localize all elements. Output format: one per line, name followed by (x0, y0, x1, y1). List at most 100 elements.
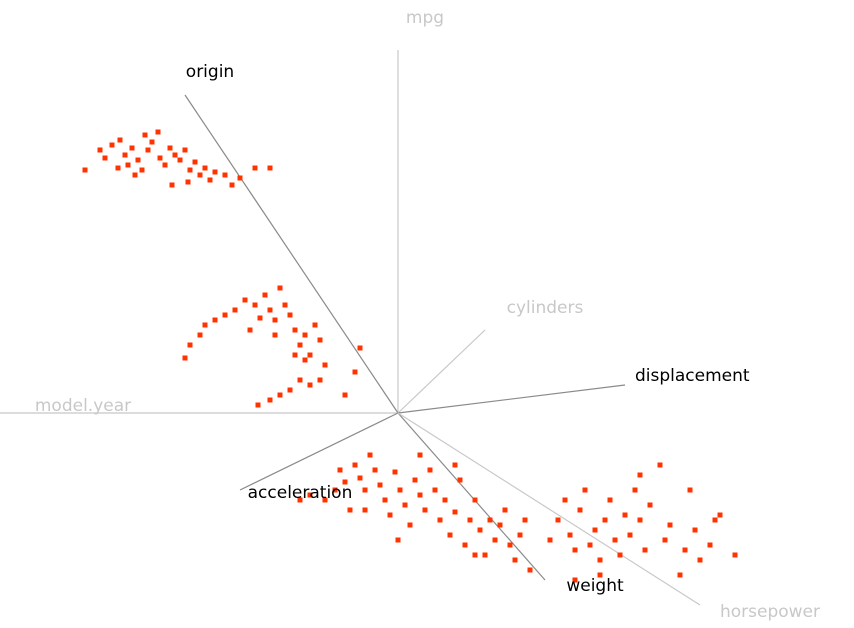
axis-label: displacement (635, 366, 750, 386)
point (697, 557, 703, 563)
point (632, 487, 638, 493)
point (197, 332, 203, 338)
axis-label: horsepower (720, 602, 820, 622)
point (362, 507, 368, 513)
point (367, 452, 373, 458)
point (129, 145, 135, 151)
point (122, 152, 128, 158)
point (237, 175, 243, 181)
point (202, 165, 208, 171)
point (337, 467, 343, 473)
point (302, 357, 308, 363)
point (492, 537, 498, 543)
point (597, 572, 603, 578)
point (135, 157, 141, 163)
point (432, 487, 438, 493)
projection-axis (184, 94, 399, 414)
point (667, 522, 673, 528)
point (109, 142, 115, 148)
point (347, 507, 353, 513)
axis-label: weight (566, 576, 624, 596)
point (322, 497, 328, 503)
point (169, 182, 175, 188)
axis-label: mpg (406, 8, 444, 28)
point (617, 552, 623, 558)
point (522, 517, 528, 523)
point (637, 472, 643, 478)
point (187, 342, 193, 348)
axis-label: cylinders (507, 298, 584, 318)
point (572, 547, 578, 553)
point (287, 387, 293, 393)
point (255, 402, 261, 408)
point (352, 462, 358, 468)
point (149, 139, 155, 145)
point (157, 155, 163, 161)
point (472, 552, 478, 558)
point (647, 502, 653, 508)
point (687, 487, 693, 493)
point (592, 527, 598, 533)
axis-label: acceleration (248, 483, 353, 503)
point (247, 327, 253, 333)
point (555, 517, 561, 523)
point (272, 332, 278, 338)
point (115, 165, 121, 171)
point (372, 467, 378, 473)
point (222, 172, 228, 178)
point (177, 157, 183, 163)
point (297, 497, 303, 503)
point (572, 577, 578, 583)
point (527, 567, 533, 573)
point (362, 487, 368, 493)
point (417, 452, 423, 458)
point (657, 462, 663, 468)
point (442, 497, 448, 503)
point (707, 542, 713, 548)
point (622, 512, 628, 518)
projection-axis (397, 384, 626, 414)
projection-axis (397, 412, 701, 606)
point (139, 167, 145, 173)
point (507, 542, 513, 548)
point (257, 315, 263, 321)
point (307, 492, 313, 498)
point (487, 517, 493, 523)
point (477, 527, 483, 533)
point (302, 332, 308, 338)
point (547, 537, 553, 543)
point (307, 382, 313, 388)
point (422, 507, 428, 513)
point (222, 312, 228, 318)
point (132, 172, 138, 178)
point (627, 532, 633, 538)
point (232, 307, 238, 313)
point (447, 532, 453, 538)
point (397, 487, 403, 493)
point (292, 327, 298, 333)
point (352, 369, 358, 375)
point (229, 182, 235, 188)
point (277, 392, 283, 398)
point (395, 537, 401, 543)
point (662, 537, 668, 543)
point (332, 487, 338, 493)
point (317, 337, 323, 343)
point (182, 147, 188, 153)
point (192, 159, 198, 165)
point (307, 352, 313, 358)
point (402, 502, 408, 508)
point (502, 507, 508, 513)
point (587, 542, 593, 548)
point (242, 297, 248, 303)
point (357, 345, 363, 351)
point (712, 517, 718, 523)
point (497, 522, 503, 528)
point (427, 467, 433, 473)
projection-axis (397, 412, 546, 581)
point (452, 462, 458, 468)
point (417, 492, 423, 498)
point (202, 322, 208, 328)
point (462, 542, 468, 548)
